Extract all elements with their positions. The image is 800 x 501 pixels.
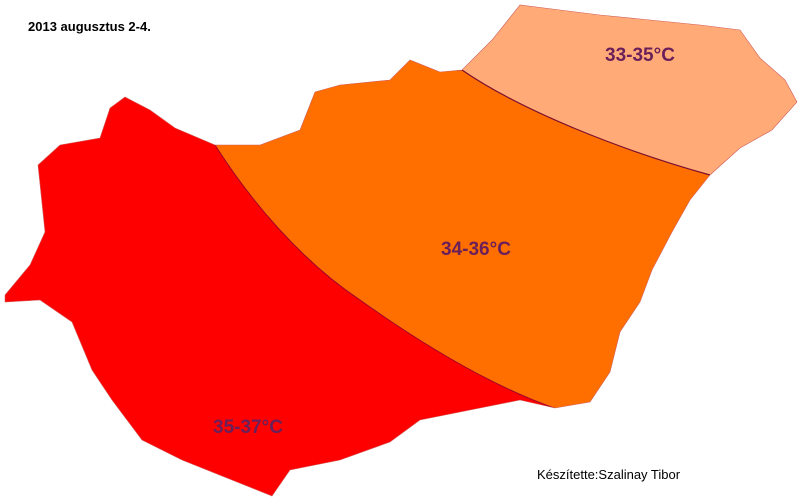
region-label: 33-35°C [605,45,675,66]
region-label: 34-36°C [441,239,511,260]
credit: Készítette:Szalinay Tibor [537,467,681,482]
map-title: 2013 augusztus 2-4. [28,19,151,34]
region-label: 35-37°C [213,417,283,438]
zone-south-west [5,5,621,496]
border [4,4,798,497]
